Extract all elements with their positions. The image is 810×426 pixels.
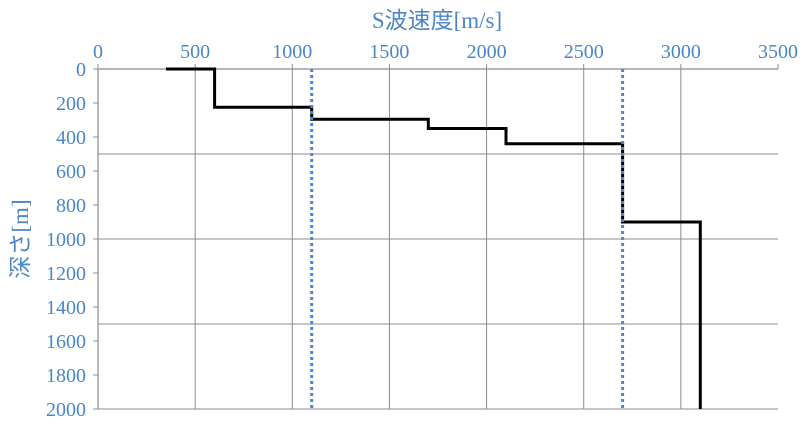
x-tick-label: 1000 [272, 41, 312, 63]
y-tick-label: 2000 [46, 399, 86, 421]
x-tick-label: 3000 [661, 41, 701, 63]
y-tick-label: 0 [76, 59, 86, 81]
y-tick-label: 600 [56, 161, 86, 183]
x-tick-label: 1500 [369, 41, 409, 63]
x-tick-label: 2500 [564, 41, 604, 63]
x-tick-label: 2000 [467, 41, 507, 63]
x-tick-label: 500 [180, 41, 210, 63]
y-tick-label: 1600 [46, 331, 86, 353]
y-tick-label: 1800 [46, 365, 86, 387]
y-tick-label: 1400 [46, 297, 86, 319]
x-tick-label: 3500 [758, 41, 798, 63]
y-tick-label: 1200 [46, 263, 86, 285]
x-axis-title: S波速度[m/s] [372, 8, 502, 33]
y-tick-label: 200 [56, 93, 86, 115]
series [166, 67, 702, 409]
y-tick-label: 1000 [46, 229, 86, 251]
y-tick-labels: 0 200 400 600 800 1000 1200 1400 1600 1800 2000 [46, 59, 98, 421]
y-tick-label: 800 [56, 195, 86, 217]
x-tick-labels: 0 500 1000 1500 2000 2500 3000 3500 [93, 41, 798, 69]
y-tick-label: 400 [56, 127, 86, 149]
x-tick-label: 0 [93, 41, 103, 63]
y-axis-title: 深さ[m] [8, 199, 33, 278]
grid-lines [98, 69, 778, 409]
